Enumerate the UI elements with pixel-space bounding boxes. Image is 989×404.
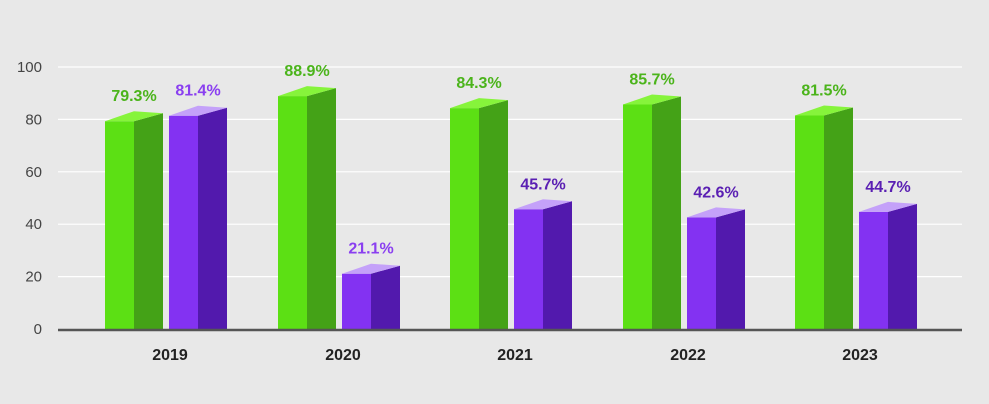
bar-side-face bbox=[716, 209, 745, 329]
bar-front-face bbox=[687, 217, 716, 329]
data-label: 84.3% bbox=[456, 75, 501, 92]
data-labels: 79.3% 81.4% 88.9% 21.1% 84.3% 45.7% 85.7% 42.6%… bbox=[111, 63, 910, 258]
x-axis: 2019 2020 2021 2022 2023 bbox=[58, 328, 962, 364]
bar-side-face bbox=[479, 100, 508, 329]
bar-front-face bbox=[795, 115, 824, 329]
x-tick-label: 2022 bbox=[670, 347, 706, 364]
bar-2023-series-2 bbox=[859, 201, 917, 329]
bar-2020-series-1 bbox=[278, 86, 336, 329]
data-label: 85.7% bbox=[629, 71, 674, 88]
data-label: 88.9% bbox=[284, 63, 329, 80]
x-tick-label: 2021 bbox=[497, 347, 533, 364]
bar-front-face bbox=[623, 104, 652, 329]
bar-side-face bbox=[888, 203, 917, 329]
y-tick-label: 40 bbox=[25, 216, 42, 233]
x-tick-label: 2020 bbox=[325, 347, 361, 364]
bar-side-face bbox=[134, 113, 163, 329]
bar-side-face bbox=[307, 88, 336, 329]
bar-side-face bbox=[371, 265, 400, 329]
bar-2021-series-1 bbox=[450, 98, 508, 329]
bar-2020-series-2 bbox=[342, 263, 400, 329]
bar-top-face bbox=[795, 105, 853, 116]
bar-2019-series-1 bbox=[105, 111, 163, 329]
bar-front-face bbox=[859, 211, 888, 329]
bar-2019-series-2 bbox=[169, 105, 227, 330]
bars bbox=[105, 86, 917, 330]
y-tick-label: 80 bbox=[25, 111, 42, 128]
y-tick-label: 0 bbox=[34, 321, 42, 338]
y-tick-label: 100 bbox=[17, 59, 42, 76]
bar-front-face bbox=[450, 108, 479, 329]
data-label: 21.1% bbox=[348, 241, 393, 258]
bar-front-face bbox=[514, 209, 543, 329]
bar-top-face bbox=[450, 98, 508, 109]
bar-2022-series-1 bbox=[623, 94, 681, 329]
bar-side-face bbox=[198, 107, 227, 330]
bar-side-face bbox=[652, 96, 681, 329]
bar-top-face bbox=[859, 201, 917, 212]
bar-side-face bbox=[543, 201, 572, 329]
bar-front-face bbox=[278, 96, 307, 329]
bar-2021-series-2 bbox=[514, 199, 572, 329]
y-tick-label: 20 bbox=[25, 269, 42, 286]
x-tick-label: 2023 bbox=[842, 347, 878, 364]
bar-2022-series-2 bbox=[687, 207, 745, 329]
bar-top-face bbox=[278, 86, 336, 97]
bar-top-face bbox=[342, 263, 400, 274]
data-label: 45.7% bbox=[520, 176, 565, 193]
bar-side-face bbox=[824, 107, 853, 329]
data-label: 44.7% bbox=[865, 179, 910, 196]
bar-top-face bbox=[514, 199, 572, 210]
bar-front-face bbox=[169, 115, 198, 330]
bar-2023-series-1 bbox=[795, 105, 853, 329]
data-label: 79.3% bbox=[111, 88, 156, 105]
bar-top-face bbox=[105, 111, 163, 122]
bar-front-face bbox=[105, 121, 134, 329]
bar-front-face bbox=[342, 273, 371, 329]
bar-top-face bbox=[687, 207, 745, 218]
y-axis: 0 20 40 60 80 100 bbox=[17, 59, 42, 338]
data-label: 81.5% bbox=[801, 82, 846, 99]
x-tick-label: 2019 bbox=[152, 347, 188, 364]
bar-top-face bbox=[623, 94, 681, 105]
y-tick-label: 60 bbox=[25, 164, 42, 181]
data-label: 81.4% bbox=[175, 83, 220, 100]
bar-top-face bbox=[169, 105, 227, 116]
data-label: 42.6% bbox=[693, 184, 738, 201]
